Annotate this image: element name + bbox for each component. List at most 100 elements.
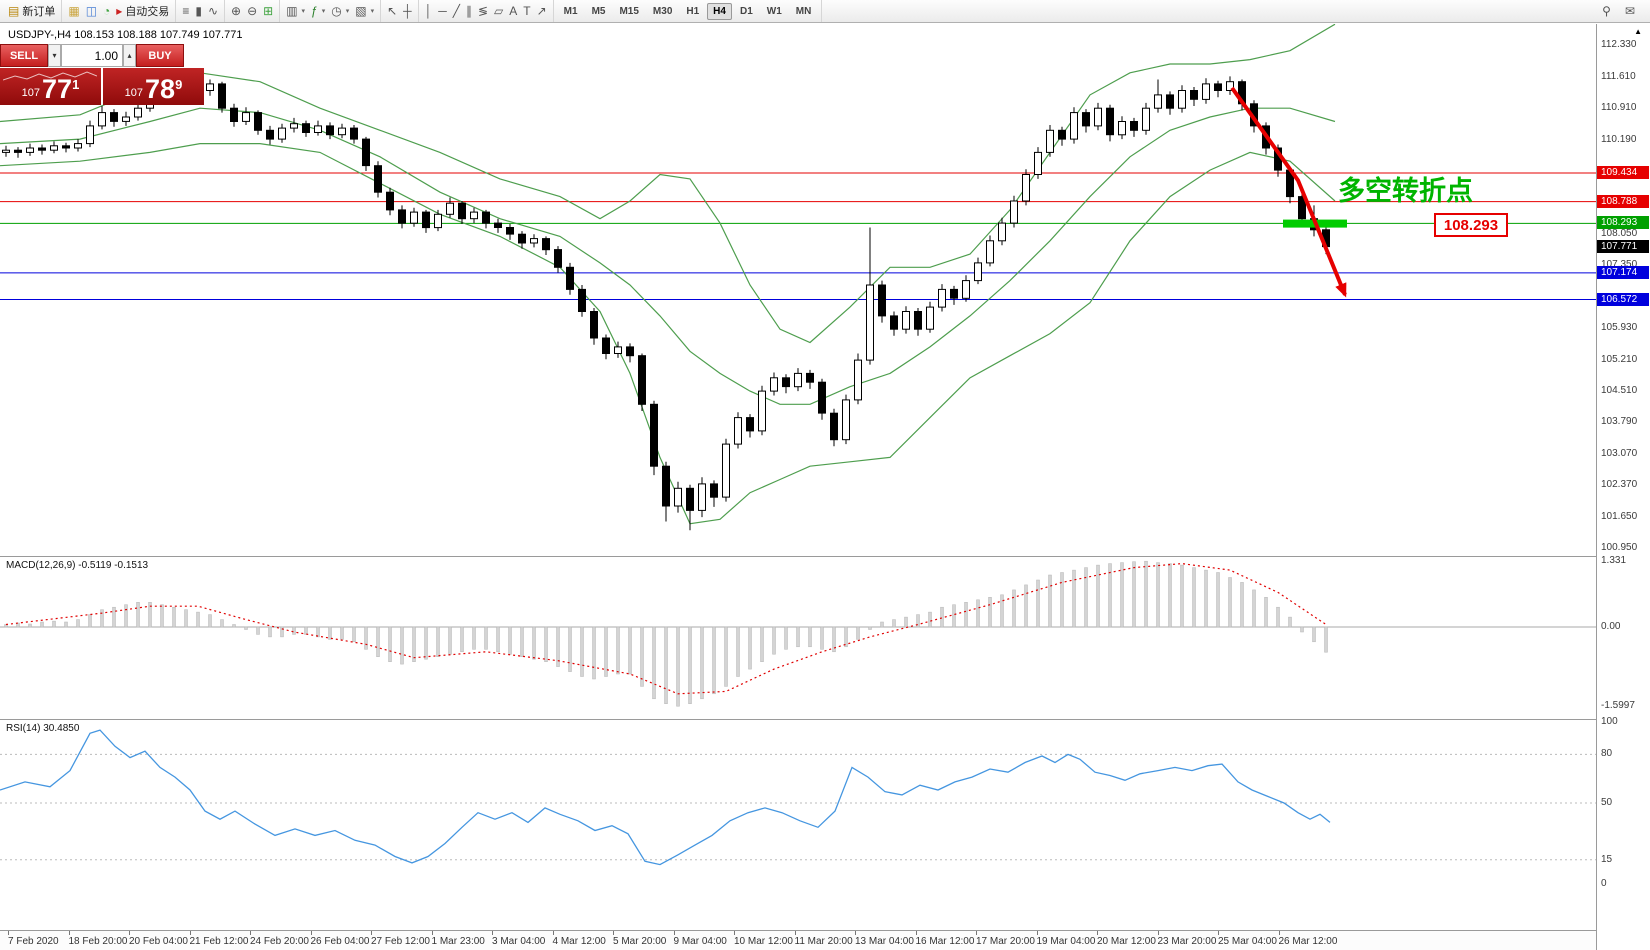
price-scale-label: 100.950 [1601, 541, 1638, 553]
buy-price-prefix: 107 [124, 87, 144, 99]
trade-widget-controls: SELL ▾ ▴ BUY [0, 44, 206, 67]
volume-down-button[interactable]: ▾ [48, 44, 61, 67]
time-tick [1218, 931, 1219, 935]
shapes-icon[interactable]: ▱ [491, 2, 506, 21]
trend-arrow[interactable] [1230, 86, 1347, 298]
scale-arrow-icon[interactable]: ▲ [1634, 27, 1642, 36]
time-tick [371, 931, 372, 935]
toolbar-groups: ▤ 新订单 ▦ ◫ ◔ ▸ 自动交易 ≡ ▮ ∿ ⊕ ⊖ ⊞ ▥ ▾ ƒ ▾ ◷ ▾ ▧ ▾ ↖ ┼ │ ─ ╱ ∥ ≶ ▱ A T ↗ M1 M… [2, 0, 823, 22]
price-scale[interactable]: ▲ 112.330 111.610 110.910 110.190 108.050 107… [1597, 24, 1650, 950]
candlesticks [2, 75, 1330, 531]
templates-icon[interactable]: ▧ ▾ [352, 2, 377, 21]
tile-windows-icon[interactable]: ⊞ [260, 2, 276, 21]
price-scale-separator [1596, 24, 1597, 950]
rsi-scale-label: 80 [1601, 748, 1613, 760]
pane-separator[interactable] [0, 719, 1650, 720]
buy-price-panel[interactable]: 107 78 9 [103, 68, 204, 105]
price-chart-canvas[interactable] [0, 24, 1596, 556]
time-tick [189, 931, 191, 935]
time-axis-label: 26 Feb 04:00 [310, 936, 370, 947]
main-toolbar: ▤ 新订单 ▦ ◫ ◔ ▸ 自动交易 ≡ ▮ ∿ ⊕ ⊖ ⊞ ▥ ▾ ƒ ▾ ◷ ▾ ▧ ▾ ↖ ┼ │ ─ ╱ ∥ ≶ ▱ A T ↗ M1 M… [0, 0, 1650, 23]
timeframe-d1[interactable]: D1 [734, 3, 759, 20]
market-watch-icon[interactable]: ◔ [100, 2, 113, 21]
price-level-tag: 106.572 [1597, 292, 1649, 306]
current-price-tag: 107.771 [1597, 239, 1649, 253]
toolbar-group: ⊕ ⊖ ⊞ [225, 0, 281, 22]
buy-quote: 107 78 9 [125, 76, 183, 103]
time-tick [976, 931, 977, 935]
text-icon[interactable]: A [506, 2, 520, 21]
buy-button[interactable]: BUY [136, 44, 184, 67]
macd-indicator-pane[interactable] [0, 557, 1596, 719]
sell-quote: 107 77 1 [22, 76, 80, 103]
time-axis-label: 4 Mar 12:00 [552, 936, 606, 947]
trendline-icon[interactable]: ╱ [450, 2, 463, 21]
time-tick [1278, 931, 1280, 935]
buy-price-sup: 9 [175, 77, 183, 92]
time-axis-label: 27 Feb 12:00 [371, 936, 430, 947]
chart-window-icon-glyph: ▦ [68, 4, 80, 18]
price-level-tag: 109.434 [1597, 166, 1649, 179]
price-callout-label[interactable]: 108.293 [1434, 213, 1508, 237]
horizontal-level-lines[interactable] [0, 172, 1596, 300]
price-scale-label: 102.370 [1601, 479, 1638, 491]
time-axis[interactable]: 7 Feb 2020 18 Feb 20:00 20 Feb 04:00 21 Feb… [0, 931, 1596, 950]
pane-separator[interactable] [0, 930, 1650, 931]
timeframe-m30[interactable]: M30 [647, 3, 678, 20]
chart-annotation-text[interactable]: 多空转折点 [1338, 176, 1473, 206]
periods-icon[interactable]: ◷ ▾ [328, 2, 352, 21]
new-order-button[interactable]: ▤ 新订单 [5, 2, 58, 21]
chart-window-icon[interactable]: ▦ [65, 2, 82, 21]
autotrading-button[interactable]: ▸ 自动交易 [113, 2, 172, 21]
periods-icon-glyph: ◷ [331, 4, 342, 18]
time-tick [8, 931, 9, 935]
zoom-out-icon[interactable]: ⊖ [244, 2, 260, 21]
cursor-icon[interactable]: ↖ [384, 2, 400, 21]
rsi-indicator-pane[interactable] [0, 720, 1596, 931]
line-chart-icon[interactable]: ∿ [205, 2, 221, 21]
timeframe-m15[interactable]: M15 [613, 3, 644, 20]
sell-button[interactable]: SELL [0, 44, 48, 67]
label-icon-glyph: T [523, 4, 531, 18]
timeframe-m5[interactable]: M5 [586, 3, 612, 20]
time-axis-label: 13 Mar 04:00 [855, 936, 914, 947]
sell-price-panel[interactable]: 107 77 1 [0, 68, 101, 105]
channel-icon[interactable]: ∥ [463, 2, 475, 21]
timeframe-h1[interactable]: H1 [680, 3, 705, 20]
label-icon[interactable]: T [520, 2, 533, 21]
timeframe-w1[interactable]: W1 [761, 3, 788, 20]
buy-price-big: 78 [145, 74, 176, 104]
time-tick [431, 931, 433, 935]
volume-input[interactable] [61, 44, 123, 67]
new-chart-icon[interactable]: ▥ ▾ [283, 2, 308, 21]
chat-icon[interactable]: ✉ [1622, 2, 1638, 21]
timeframe-m1[interactable]: M1 [558, 3, 584, 20]
time-tick [1097, 931, 1098, 935]
timeframe-mn[interactable]: MN [790, 3, 818, 20]
time-axis-label: 20 Mar 12:00 [1097, 936, 1156, 947]
pane-separator[interactable] [0, 556, 1650, 557]
vertical-line-icon-glyph: │ [424, 4, 433, 18]
price-level-tag: 108.293 [1597, 216, 1649, 230]
time-tick [915, 931, 917, 935]
arrows-icon[interactable]: ↗ [534, 2, 550, 21]
volume-up-button[interactable]: ▴ [123, 44, 136, 67]
market-watch-icon-glyph: ◔ [103, 4, 111, 18]
rsi-line [0, 729, 1331, 866]
bar-chart-icon[interactable]: ≡ [179, 2, 192, 21]
time-tick [552, 931, 554, 935]
price-scale-label: 107.350 [1601, 259, 1638, 271]
candlestick-chart-icon[interactable]: ▮ [192, 2, 205, 21]
toolbar-group: ↖ ┼ [381, 0, 419, 22]
vertical-line-icon[interactable]: │ [422, 2, 436, 21]
indicators-icon[interactable]: ƒ ▾ [308, 2, 328, 21]
profiles-icon[interactable]: ◫ [83, 2, 100, 21]
crosshair-icon[interactable]: ┼ [400, 2, 415, 21]
zoom-in-icon[interactable]: ⊕ [228, 2, 244, 21]
search-icon[interactable]: ⚲ [1599, 2, 1614, 21]
templates-icon-glyph: ▧ [355, 4, 367, 18]
rsi-scale-label: 15 [1601, 853, 1613, 865]
timeframe-h4[interactable]: H4 [707, 2, 732, 20]
horizontal-line-icon[interactable]: ─ [435, 2, 450, 21]
fibonacci-icon[interactable]: ≶ [475, 2, 491, 21]
